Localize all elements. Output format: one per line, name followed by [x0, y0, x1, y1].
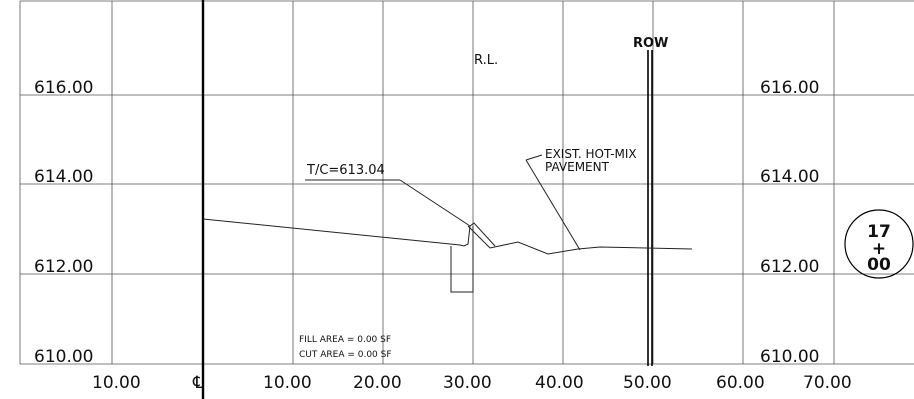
station-label: 60.00 [716, 373, 765, 393]
elev-right-612: 612.00 [760, 257, 819, 277]
station-label: 30.00 [443, 373, 492, 393]
elev-left-610: 610.00 [34, 347, 93, 367]
leader-lines [305, 154, 581, 251]
fill-area-label: FILL AREA = 0.00 SF [299, 335, 391, 345]
cut-area-label: CUT AREA = 0.00 SF [299, 350, 392, 360]
elev-left-616: 616.00 [34, 78, 93, 98]
grid-horizontal-lines [20, 0, 914, 365]
row-lines [647, 50, 653, 366]
elev-left-612: 612.00 [34, 257, 93, 277]
grid-vertical-lines [19, 1, 835, 364]
pavement-label-line2: PAVEMENT [545, 160, 610, 174]
station-badge-bottom: 00 [867, 255, 891, 275]
station-label: 40.00 [535, 373, 584, 393]
station-labels: 10.00 ℄ 10.00 20.00 30.00 40.00 50.00 60… [92, 373, 852, 393]
elev-right-614: 614.00 [760, 167, 819, 187]
top-of-curb-label: T/C=613.04 [306, 163, 385, 178]
station-label: 10.00 [263, 373, 312, 393]
row-label: ROW [633, 36, 668, 51]
pavement-label-line1: EXIST. HOT-MIX [545, 147, 637, 161]
ground-profile [202, 218, 693, 293]
station-label: 10.00 [92, 373, 141, 393]
elev-right-610: 610.00 [760, 347, 819, 367]
station-label-centerline: ℄ [192, 373, 204, 393]
station-badge-circle [844, 209, 914, 279]
rl-label: R.L. [474, 53, 498, 68]
elev-left-614: 614.00 [34, 167, 93, 187]
station-label: 20.00 [353, 373, 402, 393]
station-badge-top: 17 [867, 222, 891, 242]
station-label: 50.00 [623, 373, 672, 393]
station-badge-mid: + [872, 239, 886, 259]
station-label: 70.00 [803, 373, 852, 393]
elev-right-616: 616.00 [760, 78, 819, 98]
